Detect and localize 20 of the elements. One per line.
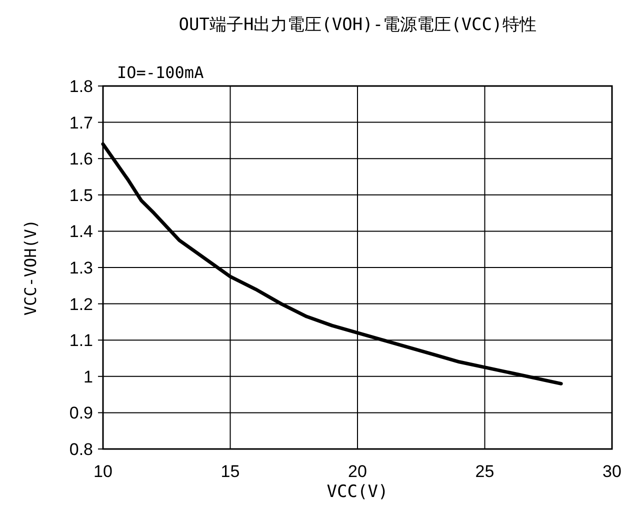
y-tick-label: 1.4 (69, 222, 93, 242)
y-tick-label: 1.7 (69, 113, 93, 132)
y-tick-label: 1 (84, 367, 93, 386)
x-tick-label: 15 (220, 462, 240, 481)
chart-title: OUT端子H出力電圧(VOH)-電源電圧(VCC)特性 (178, 15, 536, 35)
x-tick-label: 30 (602, 462, 622, 481)
y-tick-label: 0.8 (69, 440, 93, 459)
y-tick-label: 1.6 (69, 150, 93, 169)
x-tick-label: 20 (348, 462, 367, 481)
x-axis-title: VCC(V) (326, 482, 388, 502)
x-tick-label: 25 (475, 462, 494, 481)
x-tick-label: 10 (94, 462, 112, 481)
y-axis-title: VCC-VOH(V) (21, 219, 40, 316)
y-tick-label: 0.9 (69, 404, 93, 423)
y-tick-label: 1.2 (69, 294, 93, 314)
y-tick-label: 1.5 (69, 186, 93, 205)
text: IO=-100mA (117, 63, 204, 82)
y-tick-label: 1.1 (69, 331, 93, 350)
y-tick-label: 1.8 (69, 77, 93, 96)
y-tick-label: 1.3 (69, 258, 93, 278)
